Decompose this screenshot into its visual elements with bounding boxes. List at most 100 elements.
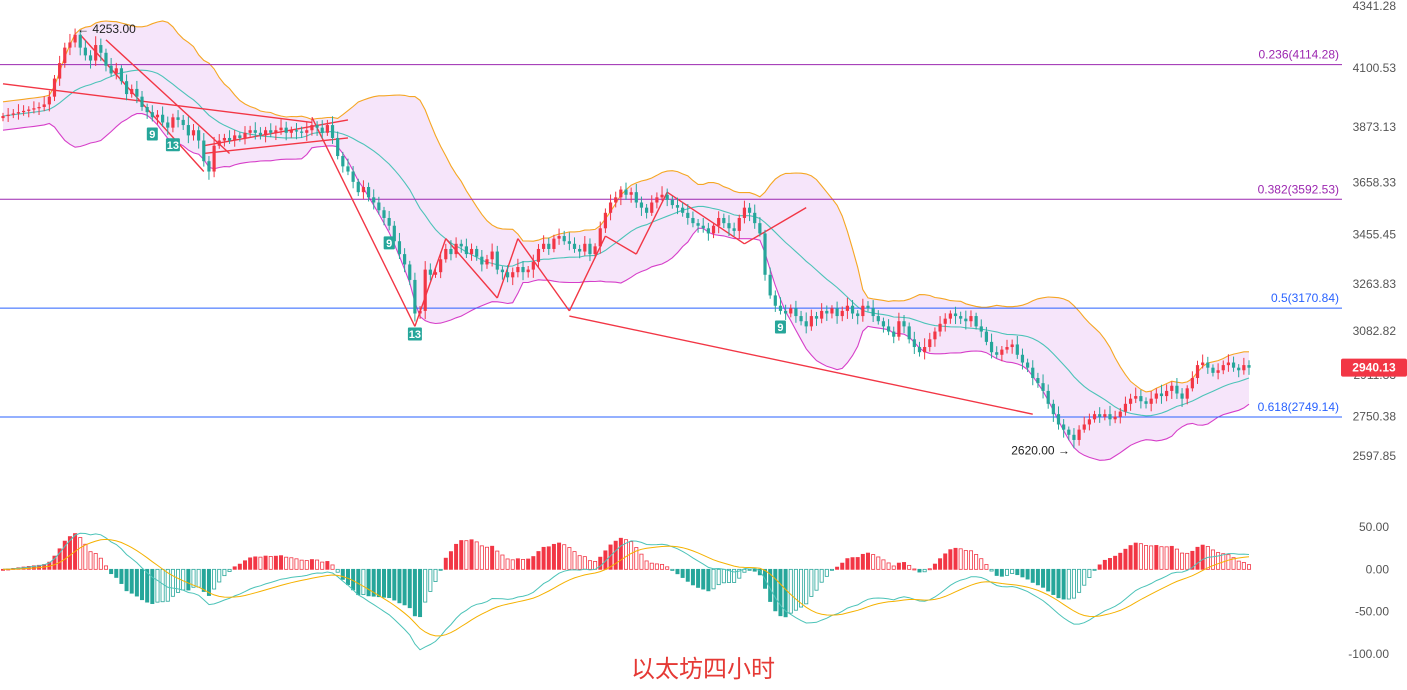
macd-bar-182: [938, 558, 943, 570]
macd-bar-29: [150, 568, 155, 604]
macd-bar-212: [1092, 568, 1097, 571]
macd-bar-31: [160, 568, 165, 603]
macd-dif-line: [2, 532, 1250, 651]
candle-body-9: [47, 96, 51, 105]
candle-body-233: [1201, 362, 1205, 366]
td-label-0: 9: [149, 129, 155, 141]
candle-body-226: [1165, 390, 1169, 397]
macd-bar-12: [62, 540, 67, 570]
candle-body-156: [804, 321, 808, 327]
candle-body-235: [1211, 367, 1215, 373]
candle-body-43: [222, 137, 226, 141]
bollinger-bands: [2, 20, 1250, 461]
candle-body-56: [289, 130, 293, 133]
macd-bar-155: [799, 568, 804, 608]
macd-bar-109: [562, 544, 567, 570]
candle-body-210: [1082, 424, 1086, 430]
wave-segment-9: [666, 191, 745, 245]
macd-bar-60: [309, 559, 314, 570]
macd-bar-95: [490, 545, 495, 570]
macd-bar-198: [1020, 568, 1025, 578]
price-axis: 4341.28 4100.53 3873.13 3658.33 3455.45 3263.…: [1353, 0, 1397, 463]
candle-body-158: [814, 316, 819, 319]
candle-body-78: [403, 254, 407, 265]
macd-bar-187: [963, 550, 968, 570]
macd-bar-20: [103, 565, 108, 570]
macd-bar-137: [706, 568, 711, 592]
macd-bar-71: [366, 568, 371, 597]
candle-body-52: [269, 130, 273, 133]
macd-bar-42: [217, 568, 222, 583]
macd-bar-80: [412, 568, 417, 617]
candle-body-146: [753, 212, 757, 224]
candle-body-102: [526, 269, 530, 273]
macd-bar-36: [186, 568, 191, 591]
candle-body-69: [356, 181, 360, 193]
macd-bar-136: [701, 568, 706, 590]
macd-bar-111: [572, 551, 577, 570]
candle-body-22: [114, 68, 118, 74]
macd-bar-88: [454, 543, 459, 570]
macd-bar-52: [268, 556, 273, 570]
candle-body-86: [444, 248, 448, 260]
candle-body-97: [500, 269, 505, 273]
macd-bar-191: [984, 564, 989, 570]
candle-body-165: [850, 305, 855, 314]
macd-bar-87: [448, 551, 453, 570]
macd-bar-123: [634, 547, 639, 570]
macd-bar-225: [1159, 546, 1164, 570]
macd-bar-220: [1133, 542, 1138, 570]
candle-body-65: [336, 137, 340, 157]
candle-body-198: [1020, 354, 1025, 363]
candle-body-7: [37, 106, 41, 109]
candle-body-239: [1231, 362, 1236, 368]
candle-body-214: [1103, 414, 1107, 417]
macd-bar-201: [1035, 568, 1040, 586]
macd-bar-126: [649, 562, 654, 570]
macd-bar-193: [994, 568, 999, 576]
candle-body-62: [320, 127, 324, 133]
macd-bar-22: [114, 568, 119, 578]
candle-body-27: [140, 96, 144, 107]
candle-body-117: [603, 212, 608, 229]
candle-body-133: [686, 212, 690, 218]
macd-bar-207: [1066, 568, 1071, 600]
macd-bar-37: [191, 568, 196, 588]
wave-segment-3: [445, 238, 498, 299]
candle-body-167: [861, 305, 865, 317]
macd-bar-116: [598, 556, 603, 570]
macd-bar-26: [134, 568, 139, 597]
macd-bar-66: [340, 568, 345, 580]
candle-body-202: [1041, 383, 1045, 391]
macd-bar-171: [881, 559, 886, 570]
candle-body-168: [866, 305, 870, 309]
macd-bar-119: [613, 540, 618, 570]
macd-bar-100: [515, 558, 520, 570]
candle-body-124: [639, 202, 644, 208]
candle-body-174: [897, 321, 901, 337]
fib-label-2: 0.5(3170.84): [1271, 291, 1339, 305]
band-middle-line: [2, 69, 1250, 417]
candle-body-231: [1190, 378, 1194, 389]
macd-bar-175: [902, 562, 907, 570]
macd-bar-24: [124, 568, 129, 592]
macd-bar-209: [1077, 568, 1082, 593]
candle-body-212: [1092, 414, 1097, 420]
candle-body-187: [964, 318, 968, 322]
candle-body-48: [248, 130, 252, 133]
macd-bar-107: [551, 543, 556, 570]
macd-bar-46: [237, 563, 242, 570]
macd-bar-35: [181, 568, 186, 591]
macd-bar-186: [958, 548, 963, 570]
macd-bar-83: [428, 568, 433, 592]
candle-body-100: [516, 267, 520, 273]
candle-body-179: [923, 347, 927, 353]
macd-bar-147: [757, 568, 762, 576]
candle-body-87: [449, 248, 453, 255]
macd-bar-79: [407, 568, 412, 609]
macd-bar-32: [165, 568, 170, 602]
macd-bar-216: [1113, 555, 1118, 570]
macd-bar-169: [871, 554, 876, 570]
candle-body-185: [953, 313, 958, 317]
